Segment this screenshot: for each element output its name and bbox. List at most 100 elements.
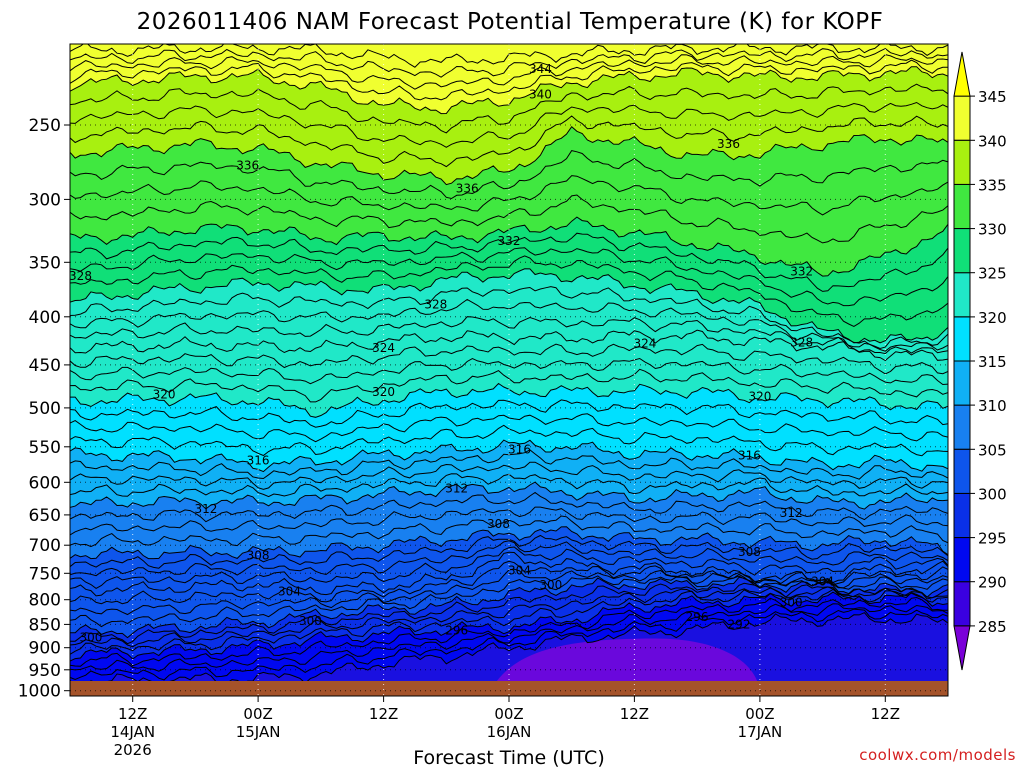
grid bbox=[70, 44, 948, 696]
chart-title: 2026011406 NAM Forecast Potential Temper… bbox=[137, 9, 884, 35]
isentrope-line bbox=[70, 576, 948, 639]
isentrope-line bbox=[70, 329, 948, 362]
isentrope-line bbox=[70, 551, 948, 597]
colorbar-label: 330 bbox=[978, 221, 1007, 239]
isentrope-line bbox=[70, 343, 948, 375]
isentrope-line bbox=[70, 526, 948, 560]
theta-band bbox=[70, 44, 948, 68]
contour-label: 316 bbox=[247, 454, 270, 468]
colorbar-cell bbox=[953, 228, 971, 274]
contour-label: 328 bbox=[424, 297, 447, 311]
x-tick-label: 00Z bbox=[494, 705, 523, 723]
contour-label: 336 bbox=[236, 158, 259, 172]
colorbar-label: 315 bbox=[978, 353, 1007, 371]
theta-band bbox=[70, 383, 948, 472]
colorbar-label: 290 bbox=[978, 574, 1007, 592]
ground-fill bbox=[70, 681, 948, 696]
contour-label: 316 bbox=[738, 449, 761, 463]
isentrope-line bbox=[70, 540, 948, 577]
isentrope-line bbox=[70, 255, 948, 327]
contour-label: 304 bbox=[811, 574, 834, 588]
contour-label: 296 bbox=[686, 610, 709, 624]
colorbar-cell bbox=[953, 95, 971, 141]
y-tick-label: 550 bbox=[29, 438, 61, 458]
colorbar-label: 285 bbox=[978, 618, 1007, 636]
contour-label: 332 bbox=[498, 234, 521, 248]
theta-band bbox=[70, 217, 948, 343]
x-tick-label: 17JAN bbox=[738, 723, 783, 741]
colorbar-cell bbox=[953, 316, 971, 362]
isentrope-line bbox=[70, 586, 948, 648]
y-tick-label: 850 bbox=[29, 615, 61, 635]
isentrope-line bbox=[70, 247, 948, 307]
y-tick-label: 400 bbox=[29, 308, 61, 328]
isentrope-line bbox=[70, 83, 948, 134]
contour-label: 308 bbox=[247, 549, 270, 563]
isentrope-line bbox=[70, 491, 948, 523]
x-tick-label: 00Z bbox=[243, 705, 272, 723]
y-tick-label: 350 bbox=[29, 253, 61, 273]
contour-label: 304 bbox=[278, 584, 301, 598]
colorbar-label: 320 bbox=[978, 309, 1007, 327]
contour-label: 328 bbox=[69, 269, 92, 283]
colorbar-cell bbox=[953, 139, 971, 185]
contour-labels: 344 340 336 336 336 332 332 328 328 328 324 324 320 3… bbox=[69, 62, 834, 645]
colorbar-cell bbox=[953, 404, 971, 450]
x-tick-label: 00Z bbox=[745, 705, 774, 723]
y-tick-label: 250 bbox=[29, 116, 61, 136]
contour-label: 336 bbox=[717, 137, 740, 151]
contour-label: 308 bbox=[738, 545, 761, 559]
isentrope-line bbox=[70, 603, 948, 672]
colorbar-cell bbox=[953, 51, 971, 97]
isentrope-line bbox=[70, 461, 948, 490]
y-tick-label: 650 bbox=[29, 506, 61, 526]
contour-label: 300 bbox=[79, 631, 102, 645]
colorbar-label: 345 bbox=[978, 88, 1007, 106]
isentrope-line bbox=[70, 286, 948, 350]
colorbar-cell bbox=[953, 581, 971, 627]
x-tick-label: 15JAN bbox=[236, 723, 281, 741]
colorbar-label: 335 bbox=[978, 176, 1007, 194]
contour-label: 308 bbox=[487, 517, 510, 531]
y-tick-label: 500 bbox=[29, 399, 61, 419]
isentrope-line bbox=[70, 357, 948, 386]
isentrope-line bbox=[70, 481, 948, 510]
colorbar-cell bbox=[953, 360, 971, 406]
y-tick-label: 450 bbox=[29, 356, 61, 376]
isentrope-line bbox=[70, 59, 948, 101]
isentrope-line bbox=[70, 588, 948, 655]
theta-band bbox=[70, 126, 948, 277]
colorbar-cell bbox=[953, 448, 971, 494]
x-tick-label: 12Z bbox=[369, 705, 398, 723]
y-tick-label: 800 bbox=[29, 591, 61, 611]
colorbar-cell bbox=[953, 272, 971, 318]
isentrope-line bbox=[70, 399, 948, 428]
isentrope-line bbox=[70, 48, 948, 78]
colorbar-label: 340 bbox=[978, 132, 1007, 150]
contour-label: 300 bbox=[299, 614, 322, 628]
contour-label: 296 bbox=[445, 624, 468, 638]
x-tick-label: 14JAN bbox=[110, 723, 155, 741]
ground-surface bbox=[70, 681, 948, 696]
colorbar-label: 300 bbox=[978, 485, 1007, 503]
contour-label: 320 bbox=[153, 388, 176, 402]
x-tick-label: 12Z bbox=[620, 705, 649, 723]
contour-label: 332 bbox=[790, 265, 813, 279]
colorbar: 285 290 295 300 305 310 315 320 325 330 335 340 345 bbox=[953, 51, 1007, 671]
y-tick-label: 900 bbox=[29, 639, 61, 659]
colorbar-label: 295 bbox=[978, 530, 1007, 548]
isentrope-contours bbox=[70, 44, 948, 689]
isentrope-line bbox=[70, 54, 948, 90]
x-tick-label: 12Z bbox=[118, 705, 147, 723]
isentrope-line bbox=[70, 194, 948, 244]
y-tick-label: 1000 bbox=[18, 682, 61, 702]
contour-label: 300 bbox=[780, 596, 803, 610]
contour-label: 336 bbox=[456, 181, 479, 195]
colorbar-label: 305 bbox=[978, 441, 1007, 459]
y-tick-label: 700 bbox=[29, 536, 61, 556]
isentrope-line bbox=[70, 546, 948, 589]
contour-label: 312 bbox=[780, 506, 803, 520]
